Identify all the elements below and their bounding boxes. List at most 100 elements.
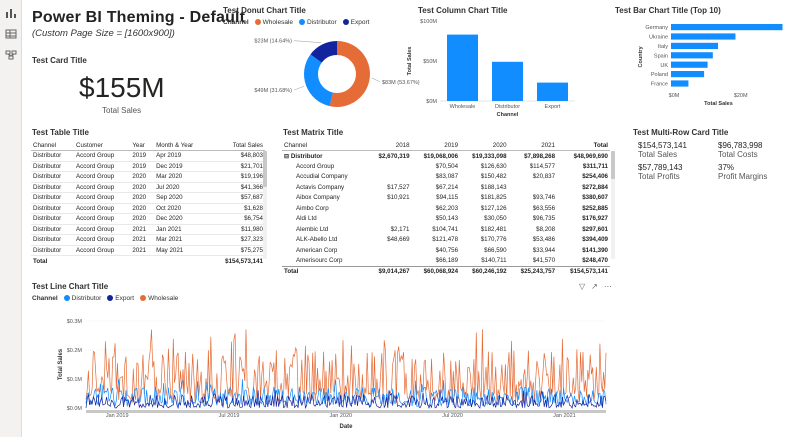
matrix-header-2021[interactable]: 2021 — [508, 140, 558, 151]
bar-germany[interactable] — [671, 24, 783, 31]
matrix-cell: $67,214 — [435, 183, 459, 191]
donut-slice-wholesale[interactable] — [329, 41, 370, 107]
filter-icon[interactable]: ▽ — [579, 282, 586, 291]
column-y-tick: $0M — [426, 99, 437, 105]
matrix-cell: $182,481 — [480, 225, 507, 233]
table-header-channel[interactable]: Channel — [31, 140, 75, 151]
matrix-cell: $94,115 — [436, 194, 459, 202]
matrix-cell: $114,577 — [529, 162, 556, 170]
table-cell: Accord Group — [74, 213, 131, 225]
bar-spain[interactable] — [671, 52, 713, 59]
donut-slice-export[interactable] — [310, 41, 337, 63]
matrix-cell: Amerisourc Corp — [296, 257, 343, 264]
column-bar-distributor[interactable] — [492, 61, 523, 101]
matrix-row[interactable]: Actavis Company $17,527 $67,214 $188,143 $27… — [282, 182, 610, 193]
matrix-total-cell: Total — [282, 265, 368, 277]
bar-x-tick: $0M — [669, 93, 680, 99]
data-view-icon[interactable] — [5, 29, 17, 39]
matrix-row[interactable]: ALK-Abello Ltd $48,669 $121,478 $170,776 $53… — [282, 235, 610, 246]
matrix-cell: $127,126 — [480, 204, 507, 212]
legend-item-export[interactable]: Export — [107, 295, 134, 302]
matrix-cell: $248,470 — [582, 257, 608, 264]
table-header-year[interactable]: Year — [130, 140, 155, 151]
model-view-icon[interactable] — [5, 50, 17, 60]
matrix-header-2020[interactable]: 2020 — [460, 140, 509, 151]
card-value[interactable]: $155M — [79, 72, 165, 103]
column-x-axis-label: Channel — [497, 112, 519, 118]
legend-item-distributor[interactable]: Distributor — [63, 295, 101, 302]
matrix-row[interactable]: American Corp $40,756 $66,590 $33,944 $141,3… — [282, 245, 610, 256]
line-x-tick: Jan 2020 — [329, 413, 352, 419]
matrix-cell: $41,570 — [532, 257, 556, 264]
matrix-group-row[interactable]: ⊟ Distributor $2,670,319 $19,068,006 $19,33… — [284, 152, 608, 160]
donut-chart-title: Test Donut Chart Title — [223, 6, 306, 15]
bar-italy[interactable] — [671, 42, 719, 49]
matrix-row[interactable]: Aibox Company $10,921 $94,115 $181,825 $93,7… — [282, 193, 610, 204]
matrix-header-total[interactable]: Total — [557, 140, 610, 151]
table-row[interactable]: Distributor Accord Group 2021 Mar 2021 $27,3… — [31, 234, 265, 246]
matrix-row[interactable]: Alembic Ltd $2,171 $104,741 $182,481 $8,208 $… — [282, 224, 610, 235]
table-row[interactable]: Distributor Accord Group 2020 Oct 2020 $1,62… — [31, 203, 265, 214]
table-row[interactable]: Distributor Accord Group 2020 Dec 2020 $6,75… — [31, 213, 265, 225]
matrix-cell: $2,171 — [390, 225, 410, 233]
legend-item-export[interactable]: Export — [342, 19, 369, 26]
table-row[interactable]: Distributor Accord Group 2019 Dec 2019 $21,7… — [31, 161, 265, 172]
multirow-label: Total Costs — [718, 150, 758, 159]
table-row[interactable]: Distributor Accord Group 2020 Mar 2020 $19,1… — [31, 171, 265, 183]
table-header-month-year[interactable]: Month & Year — [154, 140, 210, 151]
table-total-label: Total — [31, 255, 75, 266]
matrix-header-2019[interactable]: 2019 — [411, 140, 461, 151]
matrix-row[interactable]: Aldi Ltd $50,143 $30,050 $96,735 $176,927 — [282, 214, 610, 225]
matrix-row[interactable]: Aimbo Corp $62,203 $127,126 $63,556 $252,885 — [282, 203, 610, 214]
bar-ukraine[interactable] — [671, 33, 736, 40]
column-bar-wholesale[interactable] — [447, 34, 478, 101]
legend-item-wholesale[interactable]: Wholesale — [140, 295, 178, 302]
table-row[interactable]: Distributor Accord Group 2021 Jan 2021 $11,9… — [31, 224, 265, 235]
table-header-total-sales[interactable]: Total Sales — [209, 140, 265, 151]
donut-data-label: $83M (53.67%) — [382, 80, 420, 86]
matrix-header-2018[interactable]: 2018 — [367, 140, 412, 151]
report-view-icon[interactable] — [5, 8, 17, 18]
table-cell: Distributor — [31, 213, 75, 225]
table-cell: 2021 — [130, 245, 155, 256]
line-series-wholesale[interactable] — [85, 329, 607, 404]
matrix-cell — [367, 256, 411, 267]
matrix-scrollbar[interactable] — [611, 151, 615, 259]
table-cell: $1,628 — [209, 203, 265, 214]
collapse-icon[interactable]: ⊟ — [284, 152, 291, 160]
table-cell: Distributor — [31, 171, 75, 183]
focus-mode-icon[interactable]: ↗ — [591, 282, 598, 291]
matrix-row[interactable]: Amerisourc Corp $66,189 $140,711 $41,570 $24… — [282, 256, 610, 267]
bar-poland[interactable] — [671, 71, 705, 78]
donut-slice-distributor[interactable] — [304, 54, 333, 107]
table-row[interactable]: Distributor Accord Group 2021 May 2021 $75,2… — [31, 245, 265, 256]
data-table: Channel Customer Year Month & Year Total Sal… — [31, 140, 265, 266]
multirow-card[interactable]: $154,573,141 Total Sales $96,783,998 Total … — [638, 141, 788, 181]
column-y-axis-label: Total Sales — [407, 47, 413, 76]
bar-uk[interactable] — [671, 61, 708, 68]
matrix-row[interactable]: Accudial Company $83,087 $150,482 $20,837 $2… — [282, 172, 610, 183]
legend-item-distributor[interactable]: Distributor — [299, 19, 337, 26]
more-options-icon[interactable]: ⋯ — [603, 282, 612, 291]
line-series-distributor[interactable] — [85, 379, 607, 408]
table-row[interactable]: Distributor Accord Group 2019 Apr 2019 $48,8… — [31, 150, 265, 162]
matrix-header-channel[interactable]: Channel — [282, 140, 368, 151]
table-cell: Mar 2020 — [154, 171, 210, 183]
bar-france[interactable] — [671, 80, 689, 87]
matrix-total-cell: $9,014,267 — [367, 265, 412, 277]
table-row[interactable]: Distributor Accord Group 2020 Jul 2020 $41,3… — [31, 182, 265, 193]
table-cell: $57,687 — [209, 192, 265, 204]
line-series-export[interactable] — [85, 389, 607, 410]
matrix-cell: $30,050 — [484, 215, 507, 223]
bar-x-axis-label: Total Sales — [704, 101, 733, 107]
legend-item-wholesale[interactable]: Wholesale — [254, 19, 293, 26]
bar-y-axis-label: Country — [638, 45, 644, 67]
table-row[interactable]: Distributor Accord Group 2020 Sep 2020 $57,6… — [31, 192, 265, 204]
column-bar-export[interactable] — [537, 82, 568, 101]
line-scroll-thumb[interactable] — [86, 410, 606, 413]
matrix-row[interactable]: Accord Group $70,504 $126,630 $114,577 $311,… — [282, 161, 610, 172]
table-header-customer[interactable]: Customer — [74, 140, 131, 151]
table-scrollbar[interactable] — [263, 151, 267, 259]
table-cell: Accord Group — [74, 182, 131, 193]
matrix-cell: $10,921 — [387, 194, 410, 202]
